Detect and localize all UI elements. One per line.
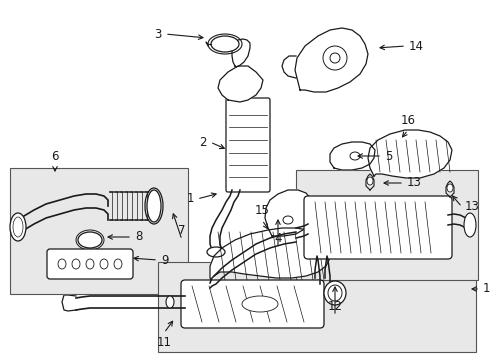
Ellipse shape <box>58 259 66 269</box>
Ellipse shape <box>464 213 476 237</box>
Bar <box>10 168 188 294</box>
Ellipse shape <box>166 296 174 308</box>
Polygon shape <box>232 39 250 67</box>
Bar <box>158 262 476 352</box>
Polygon shape <box>295 28 368 92</box>
FancyBboxPatch shape <box>304 196 452 259</box>
Text: 14: 14 <box>409 40 424 53</box>
Polygon shape <box>265 190 314 236</box>
Ellipse shape <box>367 177 373 185</box>
Text: 1: 1 <box>187 193 194 206</box>
Polygon shape <box>210 228 330 286</box>
FancyBboxPatch shape <box>181 280 324 328</box>
Ellipse shape <box>72 259 80 269</box>
Text: 16: 16 <box>400 114 416 127</box>
Text: 13: 13 <box>465 201 480 213</box>
Text: 3: 3 <box>155 27 162 40</box>
FancyBboxPatch shape <box>226 98 270 192</box>
Text: 11: 11 <box>156 336 172 349</box>
Ellipse shape <box>324 281 346 305</box>
Polygon shape <box>62 295 76 311</box>
Text: 4: 4 <box>274 232 282 245</box>
Ellipse shape <box>323 46 347 70</box>
Text: 5: 5 <box>385 149 392 162</box>
Ellipse shape <box>10 213 26 241</box>
Text: 9: 9 <box>161 253 169 266</box>
Ellipse shape <box>114 259 122 269</box>
Ellipse shape <box>211 36 239 52</box>
Text: 8: 8 <box>135 230 143 243</box>
Ellipse shape <box>100 259 108 269</box>
Text: 13: 13 <box>407 176 422 189</box>
Ellipse shape <box>283 216 293 224</box>
Polygon shape <box>368 130 452 178</box>
Bar <box>296 170 478 280</box>
Ellipse shape <box>207 247 225 257</box>
Ellipse shape <box>350 152 360 160</box>
Text: 10: 10 <box>483 283 490 296</box>
Ellipse shape <box>13 217 23 237</box>
Ellipse shape <box>78 232 102 248</box>
Text: 12: 12 <box>327 300 343 313</box>
Polygon shape <box>218 66 263 102</box>
Polygon shape <box>330 142 375 170</box>
Text: 2: 2 <box>199 135 207 148</box>
Ellipse shape <box>147 190 161 222</box>
Ellipse shape <box>242 296 278 312</box>
Text: 7: 7 <box>178 224 186 237</box>
FancyBboxPatch shape <box>47 249 133 279</box>
Text: 6: 6 <box>51 150 59 163</box>
Text: 15: 15 <box>255 204 270 217</box>
Ellipse shape <box>86 259 94 269</box>
Ellipse shape <box>447 184 453 192</box>
Ellipse shape <box>330 53 340 63</box>
